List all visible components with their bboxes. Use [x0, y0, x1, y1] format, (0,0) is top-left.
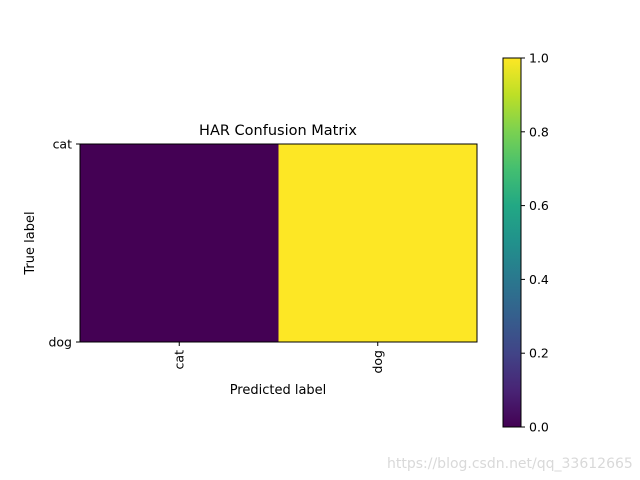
- colorbar-gradient: [502, 57, 522, 428]
- x-axis-ticks: cat dog: [171, 342, 385, 374]
- colorbar-ticks: 0.0 0.2 0.4 0.6 0.8 1.0: [521, 51, 549, 435]
- colorbar-tick-label-1.0: 1.0: [529, 51, 549, 66]
- plot-frame: [79, 143, 478, 343]
- y-tick-label-cat: cat: [53, 137, 73, 152]
- colorbar-tick-label-0.6: 0.6: [529, 198, 549, 213]
- heatmap-cell-cat-cat: [80, 144, 279, 244]
- watermark-text: https://blog.csdn.net/qq_33612665: [387, 456, 633, 472]
- y-axis-ticks: cat dog: [48, 137, 80, 350]
- colorbar-tick-label-0.4: 0.4: [529, 272, 549, 287]
- heatmap-cell-dog-dog: [278, 243, 478, 343]
- chart-title: HAR Confusion Matrix: [199, 123, 357, 139]
- heatmap-cell-cat-dog: [278, 144, 478, 244]
- y-tick-label-dog: dog: [48, 335, 72, 350]
- colorbar-tick-label-0.2: 0.2: [529, 346, 549, 361]
- heatmap-cells: [80, 144, 478, 343]
- y-axis-label: True label: [23, 211, 38, 275]
- colorbar-tick-label-0.0: 0.0: [529, 420, 549, 435]
- x-tick-label-cat: cat: [171, 350, 186, 370]
- heatmap-cell-dog-cat: [80, 243, 279, 343]
- colorbar-tick-label-0.8: 0.8: [529, 124, 549, 139]
- x-axis-label: Predicted label: [230, 383, 327, 398]
- x-tick-label-dog: dog: [370, 350, 385, 374]
